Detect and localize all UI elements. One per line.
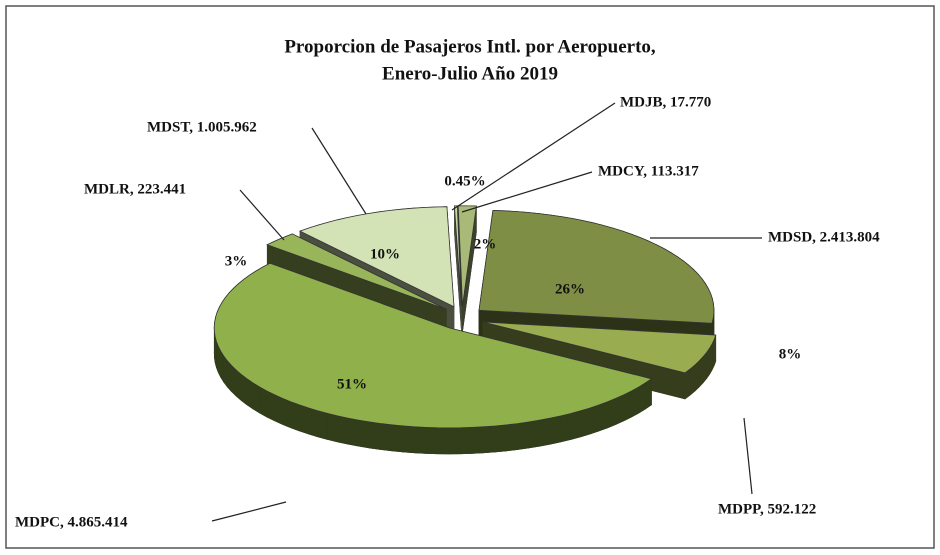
slice-side: [549, 415, 561, 445]
slice-side: [517, 421, 529, 450]
slice-side: [607, 397, 617, 429]
slice-top: [457, 205, 477, 306]
percent-label: 2%: [474, 236, 497, 252]
slice-side: [259, 386, 267, 418]
slice-top: [482, 321, 717, 374]
slice-side: [226, 359, 232, 393]
leader-line: [311, 127, 367, 215]
slice-side: [460, 427, 473, 455]
slice-side: [706, 347, 710, 380]
data-label: MDPP, 592.122: [718, 501, 816, 517]
data-label: MDST, 1.005.962: [147, 119, 257, 135]
percent-label: 51%: [337, 376, 367, 392]
chart-title: Proporcion de Pasajeros Intl. por Aeropu…: [284, 36, 656, 57]
slice-side: [689, 364, 696, 396]
slice-side: [317, 410, 328, 440]
slice-side: [598, 401, 608, 432]
slice-top: [478, 209, 715, 324]
slice: [213, 262, 653, 455]
slice-top: [266, 233, 447, 310]
slice-side: [307, 407, 318, 438]
data-label: MDCY, 113.317: [598, 163, 699, 179]
slice-side: [337, 415, 349, 445]
slice-side: [638, 382, 646, 414]
slice-side: [580, 407, 591, 438]
slice-side: [298, 404, 309, 435]
slice-top: [453, 205, 462, 306]
leader-line: [461, 171, 593, 213]
slice-side: [471, 426, 484, 454]
leader-line: [451, 102, 616, 211]
slice-side: [290, 401, 300, 432]
slice-side: [230, 364, 237, 397]
slice-side: [483, 425, 496, 454]
slice-side: [694, 360, 700, 392]
slice-side: [281, 397, 291, 429]
slice-side: [589, 404, 600, 435]
slice-side: [528, 419, 540, 449]
slice-side: [327, 413, 338, 443]
slice: [453, 205, 462, 332]
slice-side: [437, 427, 450, 455]
slice-top: [213, 262, 653, 429]
slice-top: [298, 206, 455, 308]
slice-side: [448, 427, 461, 455]
slice-side: [698, 355, 704, 388]
slice-side: [560, 413, 571, 443]
slice-side: [347, 417, 359, 447]
slice-side: [570, 410, 581, 440]
percent-label: 10%: [370, 246, 400, 262]
slice-side: [391, 424, 404, 453]
slice-side: [709, 342, 713, 376]
slice-side: [358, 419, 370, 449]
slice-side: [494, 424, 507, 453]
slice-side: [615, 394, 625, 425]
percent-label: 3%: [225, 253, 248, 269]
slice-side: [379, 423, 392, 452]
leader-line: [239, 189, 285, 241]
data-label: MDSD, 2.413.804: [768, 229, 880, 245]
slice-side: [645, 378, 652, 410]
slice: [478, 209, 715, 350]
slice-side: [252, 382, 260, 414]
slice: [457, 205, 477, 332]
leader-line: [743, 417, 753, 495]
slice-side: [623, 390, 632, 422]
slice-side: [506, 423, 518, 452]
slice-side: [684, 368, 691, 400]
leader-line: [211, 501, 287, 522]
data-label: MDJB, 17.770: [620, 94, 711, 110]
slice-side: [539, 417, 551, 447]
slice-side: [425, 427, 438, 455]
slice-side: [235, 369, 242, 401]
data-label: MDLR, 223.441: [84, 181, 186, 197]
slice-side: [273, 394, 283, 425]
percent-label: 26%: [555, 281, 585, 297]
slice-side: [631, 386, 639, 418]
data-label: MDPC, 4.865.414: [15, 514, 128, 530]
slice-side: [702, 351, 707, 384]
slice-side: [413, 426, 427, 454]
slice-side: [240, 373, 247, 406]
percent-label: 0.45%: [444, 173, 485, 189]
chart-subtitle: Enero-Julio Año 2019: [382, 63, 558, 84]
slice-side: [246, 378, 254, 410]
slice-side: [402, 425, 415, 454]
slice-side: [266, 390, 275, 422]
percent-label: 8%: [779, 346, 802, 362]
slice-side: [368, 421, 381, 450]
